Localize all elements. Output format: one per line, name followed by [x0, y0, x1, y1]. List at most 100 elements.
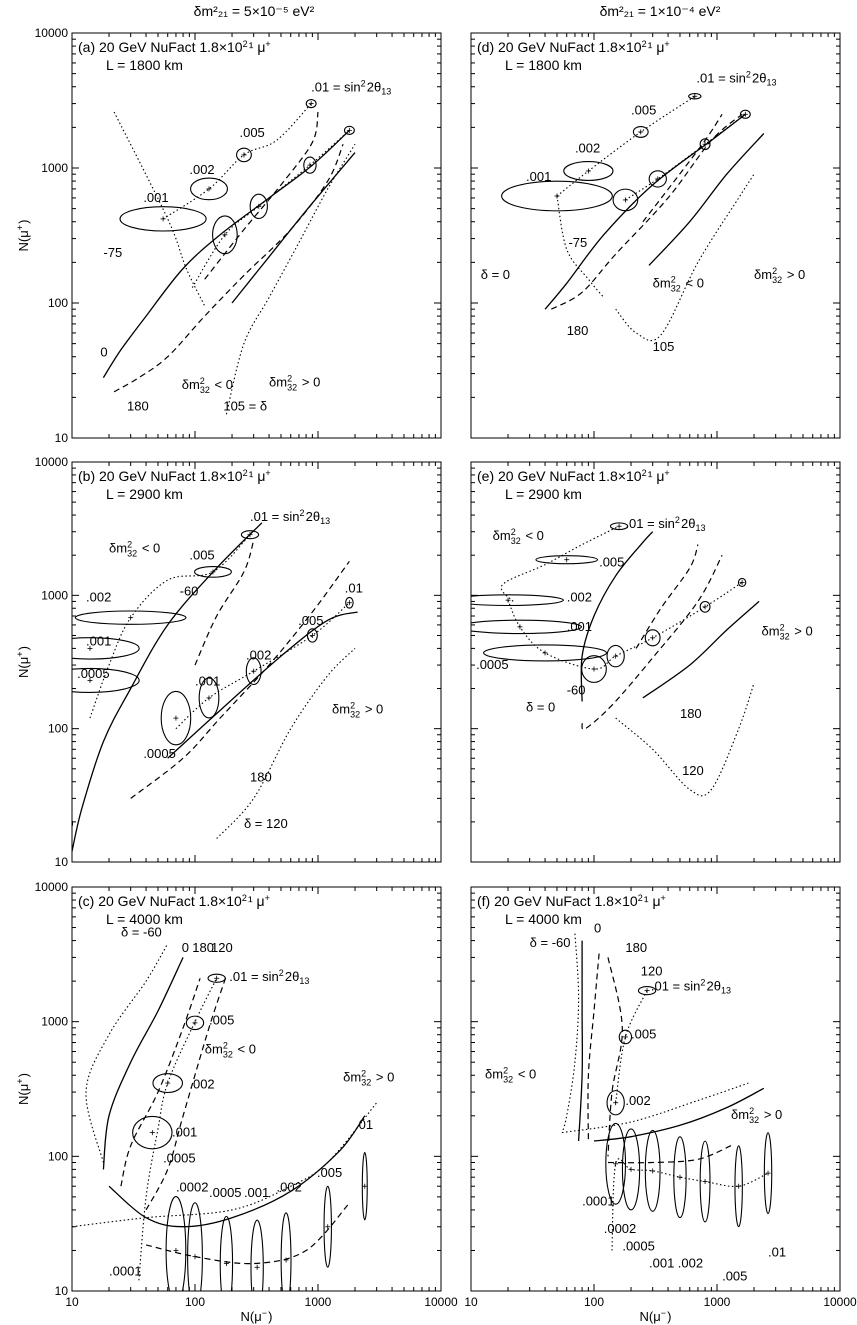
annotation: .005 [239, 125, 264, 140]
annotation: 0 [594, 920, 601, 935]
curve-solid [577, 940, 584, 1142]
y-tick-label: 10000 [35, 26, 69, 40]
curve-dashed [551, 113, 743, 310]
curve-solid [231, 152, 356, 304]
annotation: δm2 32 > 0 [269, 374, 320, 393]
curve-solid [102, 957, 184, 1170]
x-tick-label: 10 [464, 1295, 478, 1309]
curve-solid [102, 129, 350, 378]
annotation: .0005 [143, 746, 176, 761]
annotation: -60 [180, 583, 199, 598]
curve-solid [108, 1115, 366, 1228]
confidence-ellipse [240, 530, 260, 540]
annotation: .002 [575, 141, 600, 156]
annotation: .0002 [176, 1179, 209, 1194]
annotation: .01 [345, 581, 363, 596]
confidence-ellipse [688, 93, 702, 100]
confidence-ellipse [193, 565, 232, 578]
confidence-ellipse [483, 644, 608, 662]
annotation: δm2 32 < 0 [485, 1065, 536, 1084]
x-tick-label: 10 [65, 1295, 79, 1309]
annotation: .0001 [109, 1264, 142, 1279]
annotation: 180 [192, 940, 214, 955]
confidence-ellipse [563, 161, 614, 182]
annotation: 120 [211, 940, 233, 955]
y-tick-label: 10000 [35, 455, 69, 469]
annotation: .01 = sin2 2θ13 [311, 78, 391, 96]
annotation: δm2 32 < 0 [205, 1041, 256, 1060]
confidence-ellipse [609, 522, 629, 531]
panel-c: 10 100 1000 10000 10 100 1000 10000 N(μ+ ) N(μ− )… [15, 880, 458, 1324]
curve-dashed [194, 539, 255, 666]
confidence-ellipse [644, 1129, 661, 1212]
annotation: .005 [298, 613, 323, 628]
annotation: .01 = sin2 2θ13 [625, 515, 705, 533]
confidence-ellipse [306, 628, 318, 643]
annotation: .0005 [163, 1150, 196, 1165]
y-tick-label: 1000 [41, 588, 68, 602]
annotation: δ = -60 [530, 935, 571, 950]
curve-dotted [611, 1158, 769, 1251]
panel-frame [71, 461, 442, 863]
confidence-ellipse [471, 594, 564, 607]
confidence-ellipse [74, 610, 187, 625]
confidence-ellipse [763, 1132, 773, 1215]
curve-dashed [145, 975, 227, 1211]
curve-dashed [587, 953, 600, 1142]
curve-solid [642, 600, 760, 699]
curve-dotted [556, 195, 605, 298]
curve-dotted [191, 129, 350, 288]
panel-baseline: L = 2900 km [505, 486, 582, 502]
confidence-ellipse [699, 1140, 711, 1223]
confidence-ellipse [305, 98, 317, 109]
confidence-ellipse [739, 109, 751, 119]
curve-dotted [615, 682, 755, 797]
annotation: .001 [195, 674, 220, 689]
annotation: .0005 [622, 1238, 655, 1253]
annotation: .01 = sin2 2θ13 [229, 968, 309, 986]
x-tick-label: 100 [584, 1295, 604, 1309]
panel-header: (b) 20 GeV NuFact 1.8×102 ¹ μ+ [78, 468, 272, 484]
confidence-ellipse [618, 1029, 633, 1045]
annotation: 105 [653, 339, 675, 354]
annotation: .01 [768, 1245, 786, 1260]
annotation: δm2 32 > 0 [731, 1106, 782, 1125]
panel-baseline: L = 4000 km [505, 911, 582, 927]
annotation: 180 [680, 706, 702, 721]
annotation: -60 [567, 683, 586, 698]
annotation: .01 = sin2 2θ13 [696, 69, 776, 87]
x-tick-label: 10000 [424, 1295, 458, 1309]
panel-e: (e) 20 GeV NuFact 1.8×102 ¹ μ+ L = 2900 … [470, 461, 841, 863]
confidence-ellipse [132, 1115, 173, 1150]
annotation: δm2 32 > 0 [332, 700, 383, 719]
annotation: .002 [567, 589, 592, 604]
confidence-ellipse [219, 1215, 234, 1291]
panel-frame [470, 32, 841, 439]
curve-dotted [162, 103, 312, 220]
confidence-ellipse [212, 215, 238, 255]
plot-area: .01 = sin2 2θ13 .005 .002 .001 -75 0 180 δm2 32 … [100, 78, 391, 415]
curve-dotted [561, 933, 580, 1133]
panel-baseline: L = 1800 km [505, 57, 582, 73]
annotation: .002 [189, 162, 214, 177]
confidence-ellipse [606, 644, 625, 668]
annotation: δm2 32 < 0 [493, 527, 544, 546]
plot-area: .01 = sin2 2θ13 δm2 32 < 0 .005 .002 .001 .000… [471, 515, 813, 797]
confidence-ellipse [648, 170, 667, 188]
panel-baseline: L = 2900 km [106, 486, 183, 502]
curve-dashed [145, 1202, 350, 1265]
annotation: δm2 32 < 0 [653, 275, 704, 294]
confidence-ellipse [581, 655, 607, 683]
annotation: 180 [250, 770, 272, 785]
column-title-right: δm²₂₁ = 1×10⁻⁴ eV² [600, 3, 721, 19]
x-tick-label: 1000 [704, 1295, 731, 1309]
panel-baseline: L = 1800 km [106, 57, 183, 73]
y-tick-label: 1000 [41, 161, 68, 175]
annotation: .001 [244, 1185, 269, 1200]
panel-header: (f) 20 GeV NuFact 1.8×102 ¹ μ+ [477, 893, 667, 909]
annotation: .005 [209, 1013, 234, 1028]
panel-frame [470, 886, 841, 1292]
